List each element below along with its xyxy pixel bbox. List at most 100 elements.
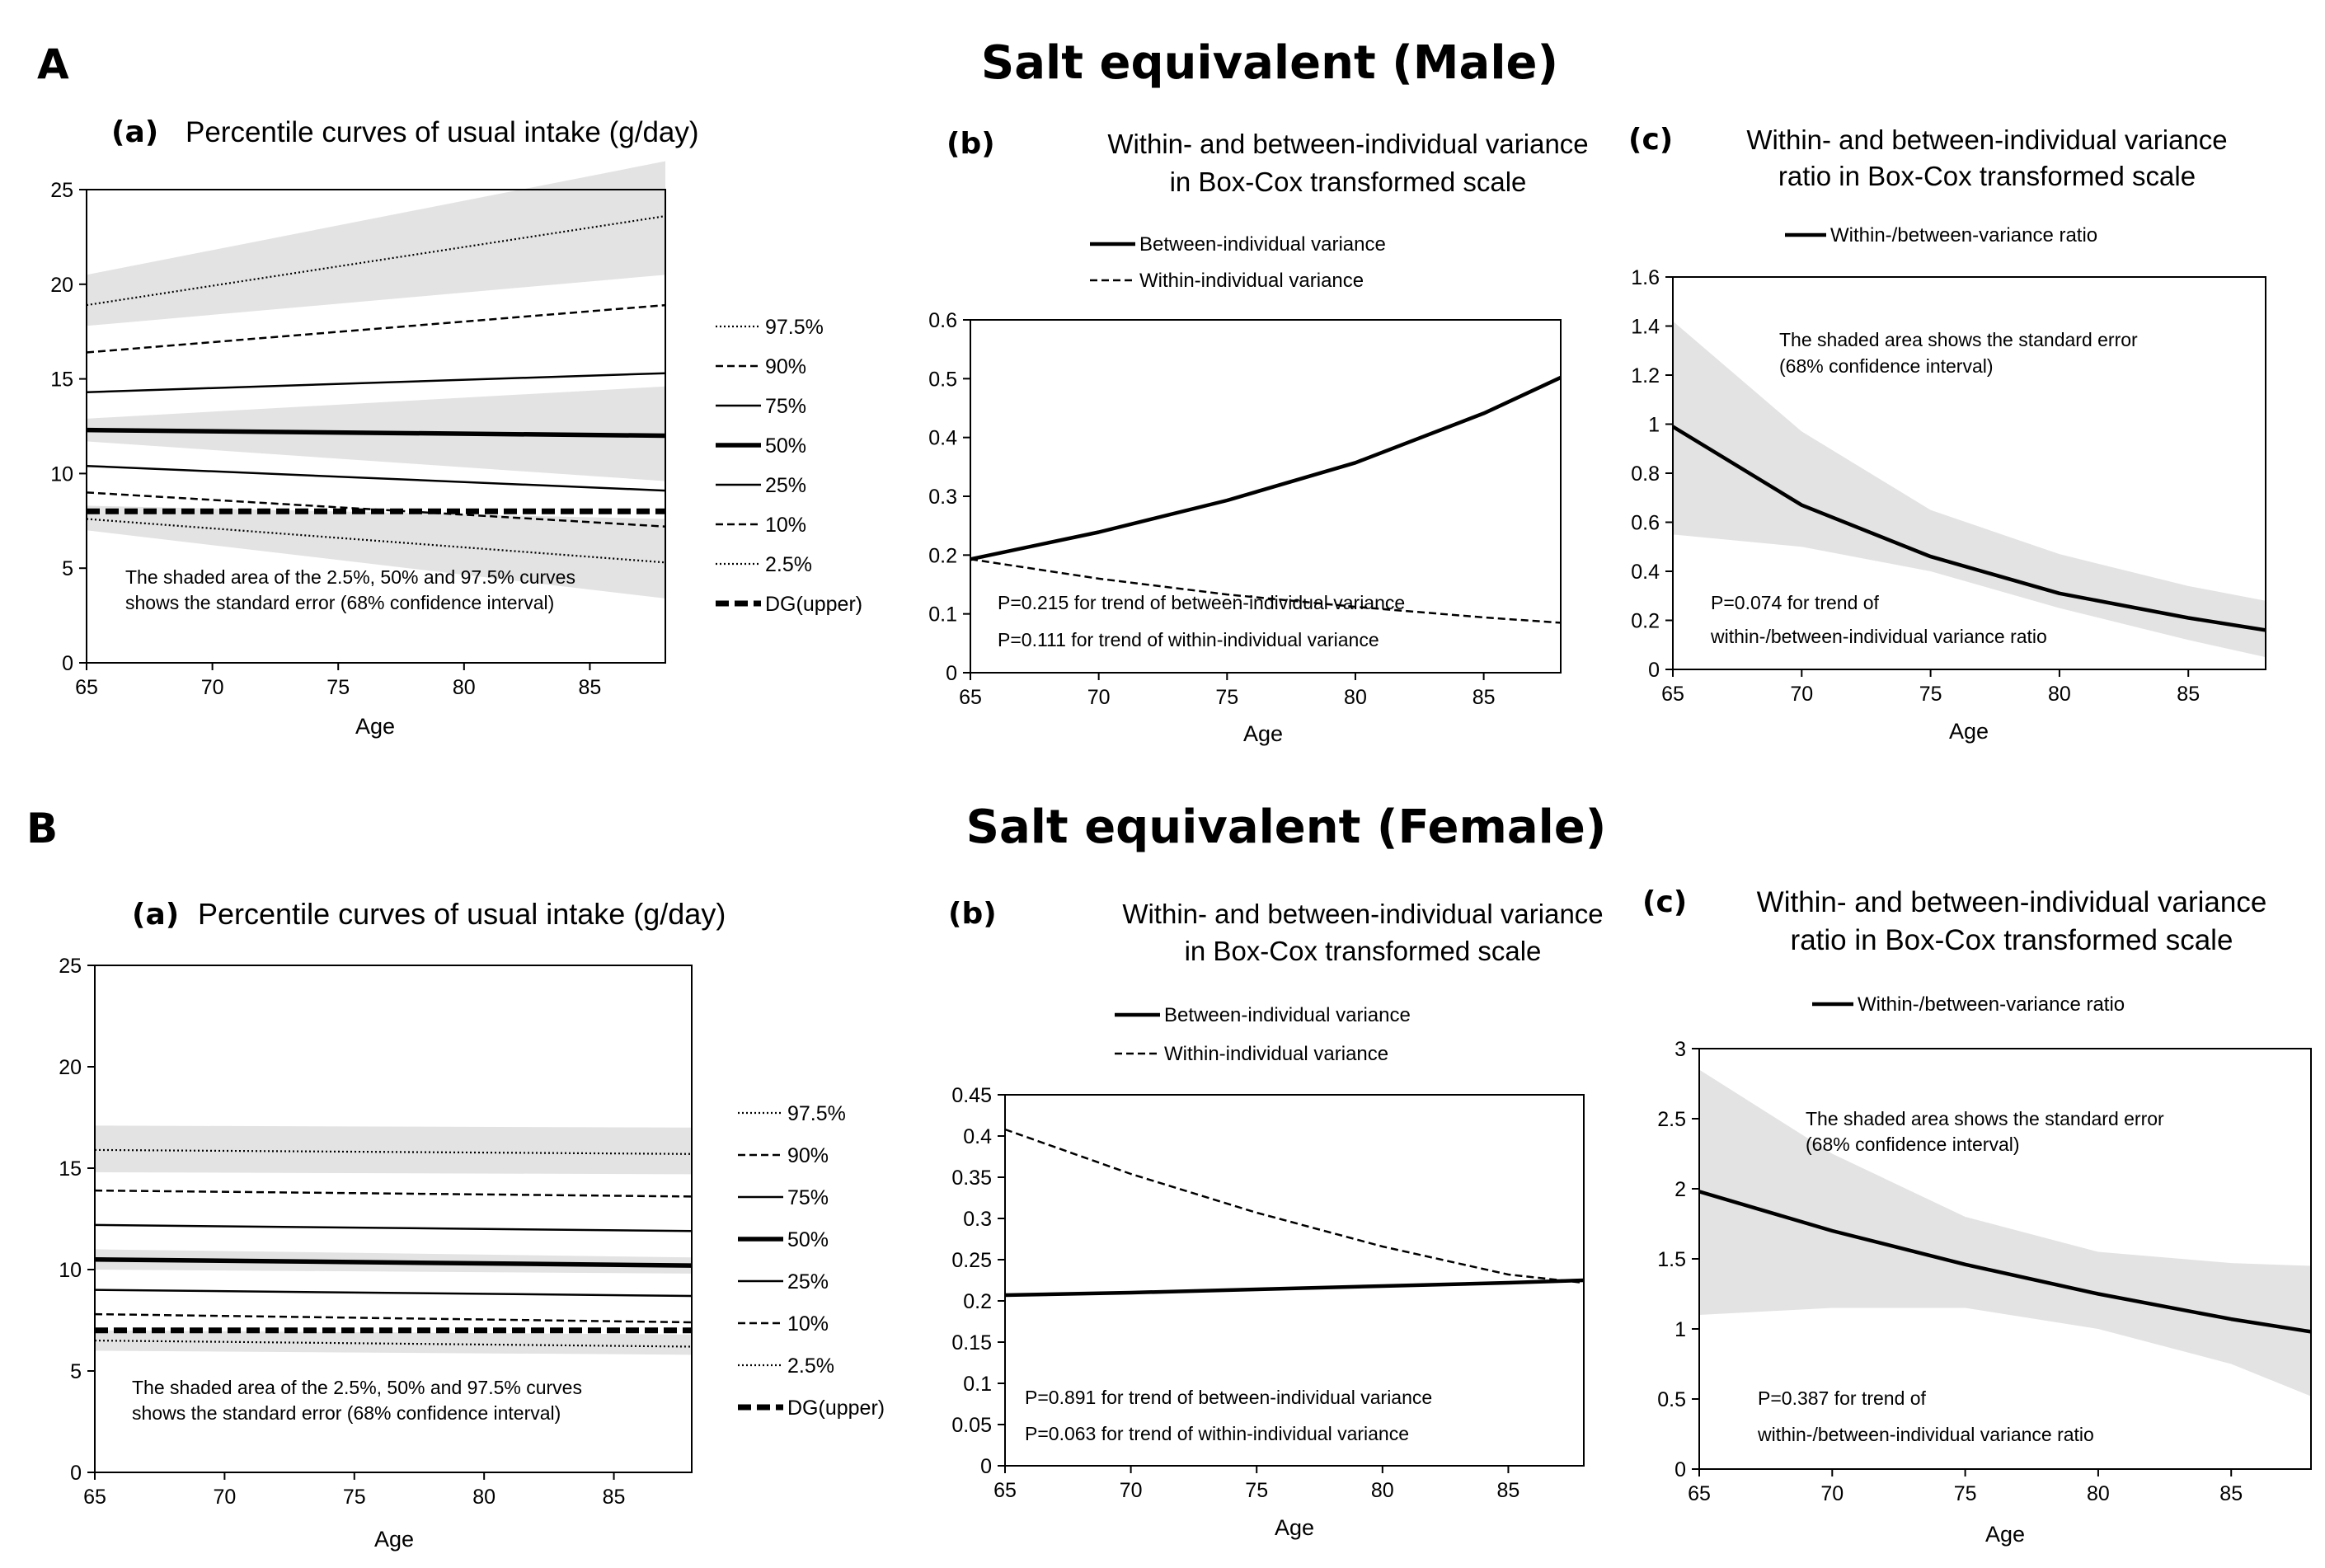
x-axis-label: Age (1949, 719, 1989, 744)
se-band-2.5% (87, 505, 665, 599)
series-line-2.5% (86, 518, 666, 564)
plot-frame (1004, 1094, 1585, 1467)
x-tick-label: 75 (343, 1486, 366, 1509)
y-tick-label: 25 (50, 179, 73, 202)
x-tick-label: 70 (1120, 1479, 1143, 1502)
legend-label: 50% (787, 1228, 829, 1251)
panel-title: Within- and between-individual variance (1746, 124, 2227, 155)
y-tick-label: 0.3 (963, 1208, 992, 1231)
panel-title: in Box-Cox transformed scale (1185, 936, 1542, 966)
y-tick-label: 0.45 (951, 1084, 992, 1107)
x-tick-label: 75 (1245, 1479, 1268, 1502)
section-a-title: Salt equivalent (Male) (981, 36, 1558, 90)
section-b-letter: B (26, 805, 58, 852)
x-axis-label: Age (1243, 721, 1283, 746)
charts-layer: (a) Percentile curves of usual intake (g/… (50, 115, 2312, 1552)
section-b-title: Salt equivalent (Female) (966, 800, 1607, 854)
y-tick-label: 20 (59, 1056, 82, 1079)
x-tick-label: 85 (2177, 683, 2200, 706)
x-axis-label: Age (1985, 1522, 2025, 1547)
y-tick-label: 0 (980, 1455, 992, 1478)
y-tick-label: 0 (946, 662, 957, 685)
legend-label: DG(upper) (787, 1397, 885, 1420)
y-tick-label: 10 (59, 1259, 82, 1282)
x-tick-label: 75 (1215, 686, 1238, 709)
y-tick-label: 0 (1674, 1458, 1686, 1481)
y-tick-label: 0.15 (951, 1331, 992, 1354)
y-tick-label: 0.1 (928, 603, 957, 627)
y-tick-label: 5 (70, 1360, 82, 1383)
y-tick-label: 0.2 (1631, 610, 1660, 633)
panel-title: ratio in Box-Cox transformed scale (1791, 924, 2233, 956)
y-tick-label: 1 (1648, 414, 1660, 437)
x-tick-label: 80 (2087, 1482, 2110, 1505)
annotation-text: The shaded area shows the standard error (1806, 1108, 2164, 1129)
panel-label: (c) (1642, 885, 1687, 919)
annotation-text: The shaded area of the 2.5%, 50% and 97.… (125, 566, 575, 588)
legend-label: 90% (765, 355, 806, 378)
y-tick-label: 0.1 (963, 1373, 992, 1396)
legend-label: DG(upper) (765, 593, 862, 616)
x-tick-label: 65 (75, 676, 98, 699)
legend-label: 2.5% (787, 1354, 834, 1378)
y-tick-label: 0.4 (963, 1125, 992, 1148)
x-tick-label: 75 (326, 676, 350, 699)
plot-frame (94, 965, 693, 1473)
y-tick-label: 25 (59, 955, 82, 978)
y-tick-label: 0 (70, 1462, 82, 1485)
annotation-text: The shaded area of the 2.5%, 50% and 97.… (132, 1377, 582, 1398)
x-tick-label: 80 (453, 676, 476, 699)
x-tick-label: 80 (1371, 1479, 1394, 1502)
y-tick-label: 15 (50, 369, 73, 392)
x-tick-label: 70 (1087, 686, 1111, 709)
y-tick-label: 1.4 (1631, 316, 1660, 339)
x-axis-label: Age (355, 714, 395, 739)
x-tick-label: 75 (1954, 1482, 1977, 1505)
annotation-text: within-/between-individual variance rati… (1710, 626, 2047, 647)
annotation-text: shows the standard error (68% confidence… (132, 1402, 561, 1424)
y-tick-label: 0.25 (951, 1249, 992, 1272)
x-axis-label: Age (1275, 1515, 1314, 1540)
annotation-text: P=0.074 for trend of (1711, 592, 1880, 613)
legend-label: 50% (765, 434, 806, 458)
panel-title: Percentile curves of usual intake (g/day… (198, 897, 726, 931)
series-line-75% (86, 372, 666, 393)
series-line-Within-/between-variance ratio (1698, 1190, 2312, 1334)
series-line-90% (86, 303, 666, 354)
series-line-Within-individual variance (970, 558, 1562, 624)
legend-label: Within-individual variance (1139, 270, 1364, 292)
y-tick-label: 0.5 (1657, 1388, 1686, 1411)
annotation-text: P=0.387 for trend of (1758, 1387, 1927, 1409)
series-line-2.5% (94, 1340, 693, 1348)
x-tick-label: 65 (959, 686, 982, 709)
legend-label: Between-individual variance (1164, 1004, 1411, 1026)
y-tick-label: 0.3 (928, 486, 957, 509)
section-a-letter: A (37, 40, 69, 88)
series-line-10% (94, 1312, 693, 1324)
se-band-97.5% (87, 161, 665, 326)
plot-frame (970, 319, 1562, 674)
y-tick-label: 0.2 (963, 1290, 992, 1313)
legend-label: 10% (787, 1312, 829, 1336)
se-band-97.5% (95, 1125, 692, 1175)
legend-label: Within-/between-variance ratio (1858, 993, 2125, 1016)
legend-label: 10% (765, 514, 806, 537)
panel-label: (c) (1628, 123, 1673, 157)
y-tick-label: 0.6 (928, 309, 957, 332)
annotation-text: shows the standard error (68% confidence… (125, 592, 554, 613)
annotation-text: P=0.111 for trend of within-individual v… (998, 629, 1379, 650)
series-line-97.5% (86, 215, 666, 307)
x-tick-label: 85 (1472, 686, 1496, 709)
annotation-text: (68% confidence interval) (1779, 355, 1994, 377)
y-tick-label: 15 (59, 1157, 82, 1181)
series-line-Between-individual variance (1004, 1278, 1585, 1298)
panel-label: (a) (132, 898, 179, 932)
chart-male_c: (c) Within- and between-individual varian… (1628, 123, 2266, 744)
legend-label: 97.5% (765, 316, 824, 339)
x-tick-label: 80 (2048, 683, 2071, 706)
x-tick-label: 65 (1688, 1482, 1711, 1505)
legend-label: Within-/between-variance ratio (1830, 224, 2097, 246)
series-line-75% (94, 1223, 693, 1232)
y-tick-label: 3 (1674, 1038, 1686, 1061)
